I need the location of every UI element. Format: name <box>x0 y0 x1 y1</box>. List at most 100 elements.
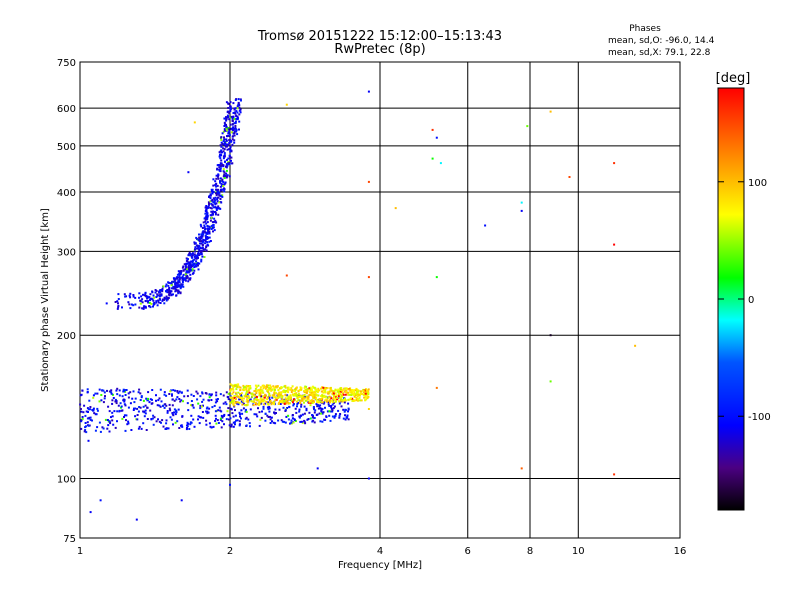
curve-point <box>158 290 161 293</box>
band-point <box>301 413 304 416</box>
band-point <box>291 385 294 388</box>
curve-point <box>177 285 180 288</box>
band-point <box>211 406 214 409</box>
scatter-point <box>135 518 138 521</box>
band-point <box>108 420 111 423</box>
curve-point <box>187 266 190 269</box>
band-point <box>298 416 301 419</box>
band-point <box>127 396 130 399</box>
band-point <box>205 410 207 413</box>
band-point <box>344 397 346 400</box>
curve-point <box>195 257 198 260</box>
curve-point <box>177 292 180 295</box>
curve-point <box>138 306 141 309</box>
curve-point <box>169 282 172 285</box>
band-point <box>339 391 342 394</box>
curve-point <box>228 154 231 157</box>
band-point <box>101 426 104 429</box>
band-point <box>223 423 225 426</box>
curve-point <box>226 135 228 138</box>
band-point <box>254 387 257 390</box>
band-point <box>251 392 254 395</box>
band-point <box>337 409 340 412</box>
curve-point <box>219 181 221 184</box>
band-point <box>305 392 308 395</box>
band-point <box>174 413 177 416</box>
band-point <box>268 393 271 396</box>
band-point <box>290 421 293 424</box>
band-point <box>254 396 257 399</box>
curve-point <box>224 117 227 120</box>
curve-point <box>206 213 209 216</box>
band-point <box>246 401 249 404</box>
curve-point <box>176 281 179 284</box>
band-point <box>321 412 324 415</box>
curve-point <box>194 242 197 245</box>
band-point <box>322 391 325 394</box>
band-point <box>310 388 313 391</box>
curve-point <box>196 262 199 265</box>
band-point <box>233 421 236 424</box>
band-point <box>230 387 233 390</box>
band-point <box>230 384 233 387</box>
band-point <box>290 419 293 422</box>
band-point <box>299 402 302 404</box>
curve-point <box>228 140 231 143</box>
band-point <box>119 402 122 405</box>
curve-point <box>229 146 232 149</box>
band-point <box>318 412 321 415</box>
band-point <box>292 404 295 407</box>
band-point <box>312 400 315 402</box>
band-point <box>327 396 330 399</box>
curve-point <box>201 227 204 229</box>
band-point <box>138 406 141 408</box>
band-point <box>287 397 290 400</box>
band-point <box>216 400 219 403</box>
band-point <box>230 425 233 428</box>
curve-point <box>186 268 189 271</box>
band-point <box>151 398 153 401</box>
band-point <box>327 403 330 406</box>
band-point <box>239 415 241 418</box>
curve-point <box>191 252 194 255</box>
band-point <box>242 386 245 389</box>
curve-point <box>193 269 196 272</box>
band-point <box>129 391 132 394</box>
band-point <box>313 386 316 389</box>
band-point <box>326 398 329 401</box>
band-point <box>258 400 261 403</box>
curve-point <box>200 253 203 256</box>
curve-point <box>202 230 205 233</box>
curve-point <box>183 263 186 266</box>
band-point <box>347 398 350 401</box>
band-point <box>313 421 316 424</box>
curve-point <box>229 149 232 151</box>
band-point <box>242 407 245 410</box>
band-point <box>91 419 93 422</box>
curve-point <box>219 177 222 180</box>
band-point <box>245 388 248 391</box>
curve-point <box>202 248 205 251</box>
band-point <box>171 404 174 407</box>
band-point <box>255 413 258 416</box>
band-point <box>307 388 310 391</box>
band-point <box>238 395 241 398</box>
band-point <box>311 402 314 404</box>
band-point <box>281 420 284 423</box>
band-point <box>356 389 359 391</box>
band-point <box>357 398 360 401</box>
band-point <box>281 396 284 398</box>
band-point <box>240 400 243 403</box>
curve-point <box>174 278 177 281</box>
curve-point <box>166 289 169 292</box>
band-point <box>79 403 82 406</box>
band-point <box>274 412 276 415</box>
band-point <box>319 400 322 403</box>
band-point <box>308 400 311 403</box>
curve-point <box>159 289 161 292</box>
band-point <box>187 422 190 425</box>
curve-point <box>220 164 222 167</box>
band-point <box>299 394 302 397</box>
band-point <box>280 401 283 403</box>
band-point <box>215 391 218 394</box>
